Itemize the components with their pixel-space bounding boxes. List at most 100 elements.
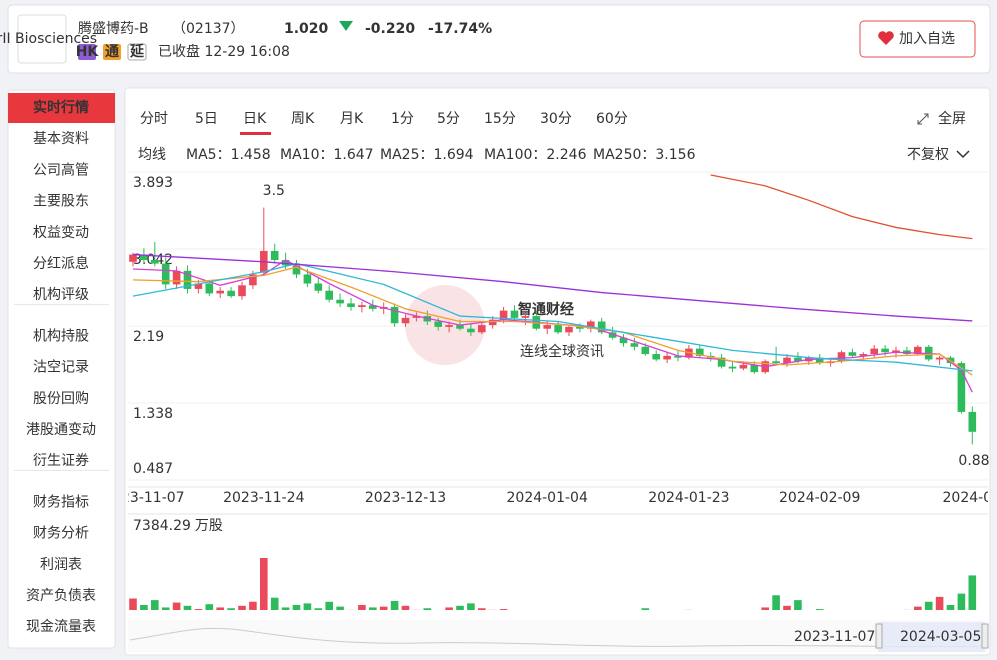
candle-body <box>314 283 323 291</box>
candle-body <box>717 357 726 367</box>
volume-bar <box>303 603 312 610</box>
change-pct: -17.74% <box>428 21 492 37</box>
volume-bar <box>129 598 137 610</box>
volume-bar <box>815 609 824 610</box>
ma-value: 1.694 <box>433 147 473 163</box>
candle-body <box>434 321 442 327</box>
watch-button[interactable] <box>859 20 976 58</box>
sidebar-item[interactable]: 现金流量表 <box>26 619 96 635</box>
ma-sep: ： <box>641 147 655 163</box>
ma-title: 均线 <box>138 147 166 163</box>
sidebar-item[interactable]: 公司高管 <box>33 161 89 178</box>
sidebar-item[interactable]: 港股通变动 <box>26 422 96 438</box>
ma-legend: MA100：2.246 <box>484 147 587 163</box>
sidebar-item[interactable]: 利润表 <box>40 557 82 573</box>
fullscreen[interactable]: 全屏 <box>938 110 966 127</box>
sidebar <box>7 89 116 649</box>
candle-body <box>783 357 791 364</box>
volume-bar <box>641 608 650 610</box>
sidebar-item[interactable]: 权益变动 <box>33 225 89 241</box>
volume-unit: 万股 <box>195 518 223 534</box>
x-tick-label: 2024-01-23 <box>648 490 729 506</box>
candle-body <box>554 325 562 333</box>
candle-body <box>336 299 344 304</box>
period-tab[interactable]: 30分 <box>540 111 572 127</box>
sidebar-item[interactable]: 基本资料 <box>33 130 89 147</box>
price: 1.020 <box>284 21 329 37</box>
candle-body <box>216 290 224 294</box>
volume-bar <box>467 603 475 610</box>
volume-bar <box>151 600 159 610</box>
sidebar-item[interactable]: 衍生证券 <box>33 453 89 469</box>
plot <box>129 174 977 610</box>
ma-sep: ： <box>217 147 231 163</box>
stock-code: （02137） <box>172 21 245 37</box>
candle-body <box>303 274 312 284</box>
x-tick-label: 2023-11-24 <box>223 490 304 506</box>
volume-bar <box>445 607 453 610</box>
ma-name: MA100 <box>484 147 532 163</box>
sidebar-item[interactable]: 机构评级 <box>33 287 89 303</box>
period-tab[interactable]: 15分 <box>484 111 516 127</box>
candle-body <box>161 263 170 285</box>
candle-body <box>510 310 519 318</box>
volume-bar <box>499 609 508 610</box>
ma-sep: ： <box>532 147 546 163</box>
candle-body <box>227 290 235 297</box>
sidebar-item[interactable]: 机构持股 <box>33 328 89 344</box>
period-tab[interactable]: 5分 <box>437 111 460 127</box>
candle-body <box>696 348 704 356</box>
sidebar-item[interactable]: 财务指标 <box>33 494 89 510</box>
candle-body <box>249 274 257 286</box>
candle-body <box>968 411 977 432</box>
candle-body <box>140 254 148 260</box>
sidebar-item[interactable]: 资产负债表 <box>26 588 96 604</box>
volume-bar <box>794 600 802 610</box>
chart-panel <box>124 87 991 656</box>
volume-bar <box>478 608 486 610</box>
x-tick-label: 2024-03-05 <box>943 490 997 506</box>
candle-body <box>238 285 246 297</box>
chevron <box>956 150 970 159</box>
volume-bar <box>401 605 410 610</box>
stock-name: 腾盛博药-B <box>78 20 149 37</box>
navigator-handle[interactable] <box>875 623 883 649</box>
adjust-select[interactable]: 不复权 <box>907 146 949 163</box>
volume-bar <box>205 604 214 610</box>
y-tick-label: 0.487 <box>133 461 173 477</box>
period-tab[interactable]: 日K <box>243 111 267 127</box>
high-annotation: 3.5 <box>263 183 285 199</box>
sidebar-item[interactable]: 财务分析 <box>33 526 89 542</box>
volume-bar <box>172 602 181 610</box>
volume-bar <box>914 606 922 610</box>
sidebar-item[interactable]: 沽空记录 <box>33 360 89 376</box>
sidebar-item[interactable]: 股份回购 <box>33 391 89 407</box>
ma-value: 1.647 <box>333 147 373 163</box>
period-tab[interactable]: 5日 <box>195 111 218 127</box>
y-tick-label: 1.338 <box>133 406 173 422</box>
volume-bar <box>270 597 279 610</box>
period-tab[interactable]: 周K <box>291 111 315 127</box>
volume-bar <box>379 606 388 610</box>
ma-name: MA25 <box>380 147 419 163</box>
period-tab[interactable]: 月K <box>340 111 364 127</box>
sidebar-item[interactable]: 主要股东 <box>33 194 89 210</box>
candle-body <box>281 259 290 266</box>
watch-button-text[interactable]: 加入自选 <box>899 31 955 47</box>
candle-body <box>914 346 922 355</box>
candle-body <box>543 325 551 329</box>
volume-bar <box>347 609 355 610</box>
volume-bar <box>336 606 344 610</box>
sidebar-item[interactable]: 分红派息 <box>33 255 89 272</box>
period-tab[interactable]: 1分 <box>391 111 414 127</box>
volume-bar <box>783 605 791 610</box>
period-tab[interactable]: 60分 <box>596 111 628 127</box>
volume-bar <box>456 605 464 610</box>
navigator-handle[interactable] <box>981 623 989 649</box>
candle-body <box>183 270 192 289</box>
watermark: 智通财经 <box>517 301 574 318</box>
sidebar-item[interactable]: 实时行情 <box>33 99 89 116</box>
period-tab[interactable]: 分时 <box>140 111 168 127</box>
